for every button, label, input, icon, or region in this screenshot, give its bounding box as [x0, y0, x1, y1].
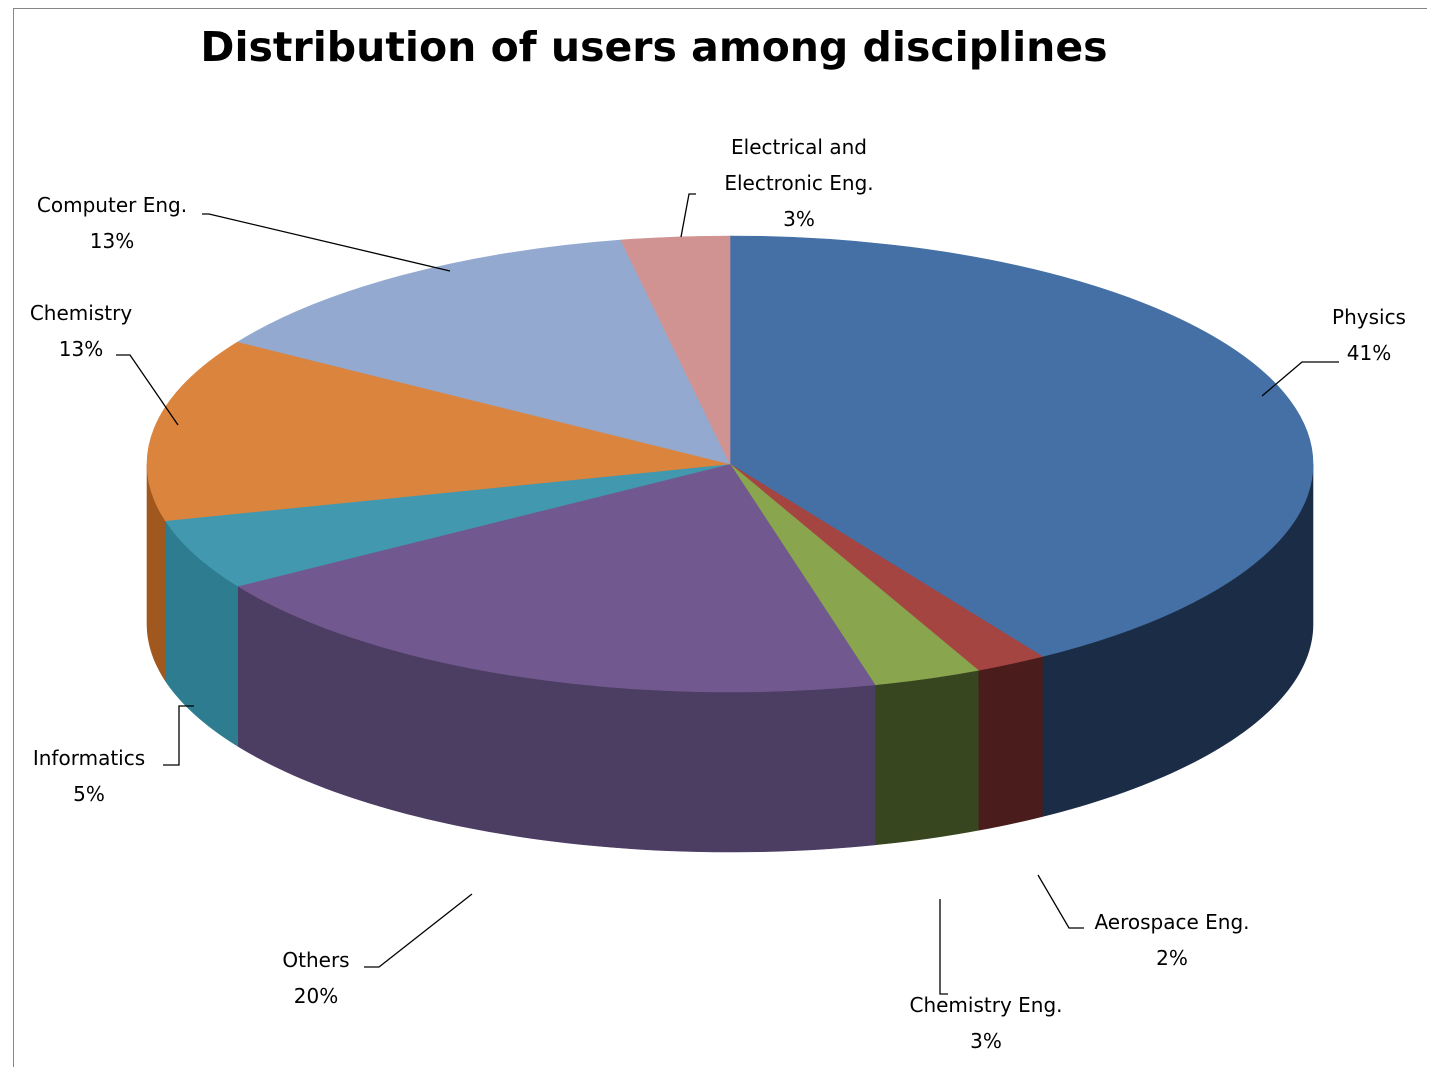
leader-line-informatics [163, 705, 194, 766]
slice-value-informatics: 5% [73, 782, 105, 806]
pie-side-walls [146, 463, 1314, 853]
leader-lines [116, 193, 1339, 995]
slice-label-physics: Physics [1332, 305, 1406, 329]
slice-label-others: Others [282, 948, 349, 972]
slice-label-electrical-and-electronic-eng: Electrical and [731, 135, 867, 159]
slice-label-electrical-and-electronic-eng: Electronic Eng. [724, 171, 873, 195]
slice-electrical-and-electronic-eng [620, 235, 731, 465]
slice-value-aerospace-eng: 2% [1156, 946, 1188, 970]
slice-value-chemistry: 13% [59, 337, 103, 361]
slice-value-chemistry-eng: 3% [970, 1029, 1002, 1053]
side-wall-aerospace-eng [977, 656, 1043, 831]
leader-line-aerospace-eng [1037, 874, 1084, 929]
leader-line-others [364, 893, 473, 968]
slice-value-others: 20% [294, 984, 338, 1008]
leader-line-electrical-and-electronic-eng [680, 193, 696, 238]
slice-label-aerospace-eng: Aerospace Eng. [1094, 910, 1249, 934]
chart-title: Distribution of users among disciplines [200, 23, 1107, 71]
chart-frame: Distribution of users among disciplines … [13, 8, 1427, 1067]
slice-informatics [164, 463, 731, 587]
slice-label-chemistry: Chemistry [30, 301, 132, 325]
slice-value-physics: 41% [1347, 341, 1391, 365]
side-wall-chemistry-eng [874, 669, 979, 846]
pie-top-slices [146, 235, 1314, 693]
leader-line-chemistry [116, 354, 179, 426]
leader-line-physics [1261, 361, 1339, 397]
slice-label-chemistry-eng: Chemistry Eng. [909, 993, 1062, 1017]
slice-label-computer-eng: Computer Eng. [37, 193, 187, 217]
slice-label-informatics: Informatics [33, 746, 145, 770]
slice-value-computer-eng: 13% [90, 229, 134, 253]
slice-value-electrical-and-electronic-eng: 3% [783, 207, 815, 231]
pie-chart: Distribution of users among disciplines … [30, 23, 1406, 1053]
leader-line-computer-eng [202, 213, 451, 272]
slice-labels: Physics 41% Aerospace Eng. 2% Chemistry Eng.… [30, 135, 1406, 1053]
slice-others [236, 463, 876, 693]
slice-computer-eng [236, 239, 731, 465]
slice-physics [729, 235, 1314, 657]
slice-chemistry [146, 341, 731, 522]
leader-line-chemistry-eng [939, 899, 948, 995]
